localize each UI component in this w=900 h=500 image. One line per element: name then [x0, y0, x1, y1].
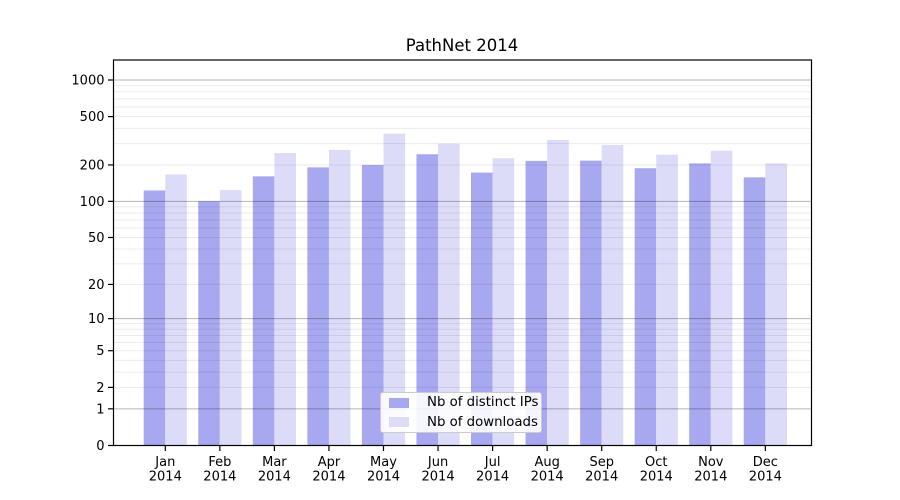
bar-oct-downloads — [656, 154, 678, 446]
x-tick-label: Jun 2014 — [422, 455, 455, 485]
x-tick-label: Jan 2014 — [149, 455, 182, 485]
x-tick-label: May 2014 — [367, 455, 400, 485]
bar-nov-downloads — [710, 150, 733, 446]
y-tick-label: 200 — [80, 158, 105, 173]
bar-jun-ips — [416, 154, 439, 446]
bar-jan-downloads — [165, 174, 187, 446]
x-tick-label: Feb 2014 — [203, 455, 236, 485]
x-tick-label: Oct 2014 — [640, 455, 673, 485]
legend-item-distinct-ips: Nb of distinct IPs — [389, 393, 541, 413]
bar-jan-ips — [143, 190, 166, 446]
y-tick-label: 2 — [96, 381, 104, 396]
legend-label-distinct-ips: Nb of distinct IPs — [427, 395, 539, 411]
x-tick-label: Dec 2014 — [749, 455, 782, 485]
bar-jun-downloads — [438, 143, 460, 446]
bar-apr-downloads — [328, 149, 351, 446]
legend: Nb of distinct IPs Nb of downloads — [380, 392, 542, 433]
legend-swatch-downloads — [389, 417, 409, 428]
legend-swatch-distinct-ips — [389, 397, 409, 408]
bar-oct-ips — [634, 168, 657, 446]
y-tick-label: 100 — [80, 195, 105, 210]
x-tick-label: Sep 2014 — [585, 455, 618, 485]
y-tick-label: 1000 — [71, 74, 104, 89]
bar-feb-downloads — [219, 190, 242, 446]
bar-mar-downloads — [274, 152, 296, 446]
x-tick-label: Apr 2014 — [312, 455, 345, 485]
plot-border — [112, 59, 813, 447]
bar-aug-ips — [525, 160, 548, 446]
legend-label-downloads: Nb of downloads — [427, 414, 538, 430]
bar-sep-ips — [580, 160, 602, 446]
bar-jul-downloads — [492, 158, 515, 446]
bar-nov-ips — [689, 163, 711, 446]
y-tick-label: 1 — [96, 402, 104, 417]
x-tick-label: Jul 2014 — [476, 455, 509, 485]
y-tick-label: 50 — [88, 231, 105, 246]
bar-mar-ips — [252, 176, 275, 446]
bar-may-downloads — [383, 133, 406, 446]
y-tick-label: 500 — [80, 110, 105, 125]
bar-dec-downloads — [765, 163, 787, 446]
x-tick-label: Nov 2014 — [694, 455, 727, 485]
bar-jul-ips — [471, 172, 493, 446]
y-tick-label: 5 — [96, 344, 104, 359]
legend-item-downloads: Nb of downloads — [389, 413, 541, 433]
bar-sep-downloads — [601, 144, 624, 446]
x-tick-label: Mar 2014 — [258, 455, 291, 485]
bar-may-ips — [361, 164, 384, 446]
chart-title: PathNet 2014 — [405, 36, 519, 55]
y-tick-label: 20 — [88, 278, 105, 293]
bar-aug-downloads — [547, 140, 569, 446]
bar-apr-ips — [307, 167, 329, 446]
x-tick-label: Aug 2014 — [531, 455, 564, 485]
bar-feb-ips — [198, 201, 220, 446]
y-tick-label: 10 — [88, 312, 105, 327]
y-tick-label: 0 — [96, 439, 104, 454]
bar-dec-ips — [743, 177, 766, 446]
